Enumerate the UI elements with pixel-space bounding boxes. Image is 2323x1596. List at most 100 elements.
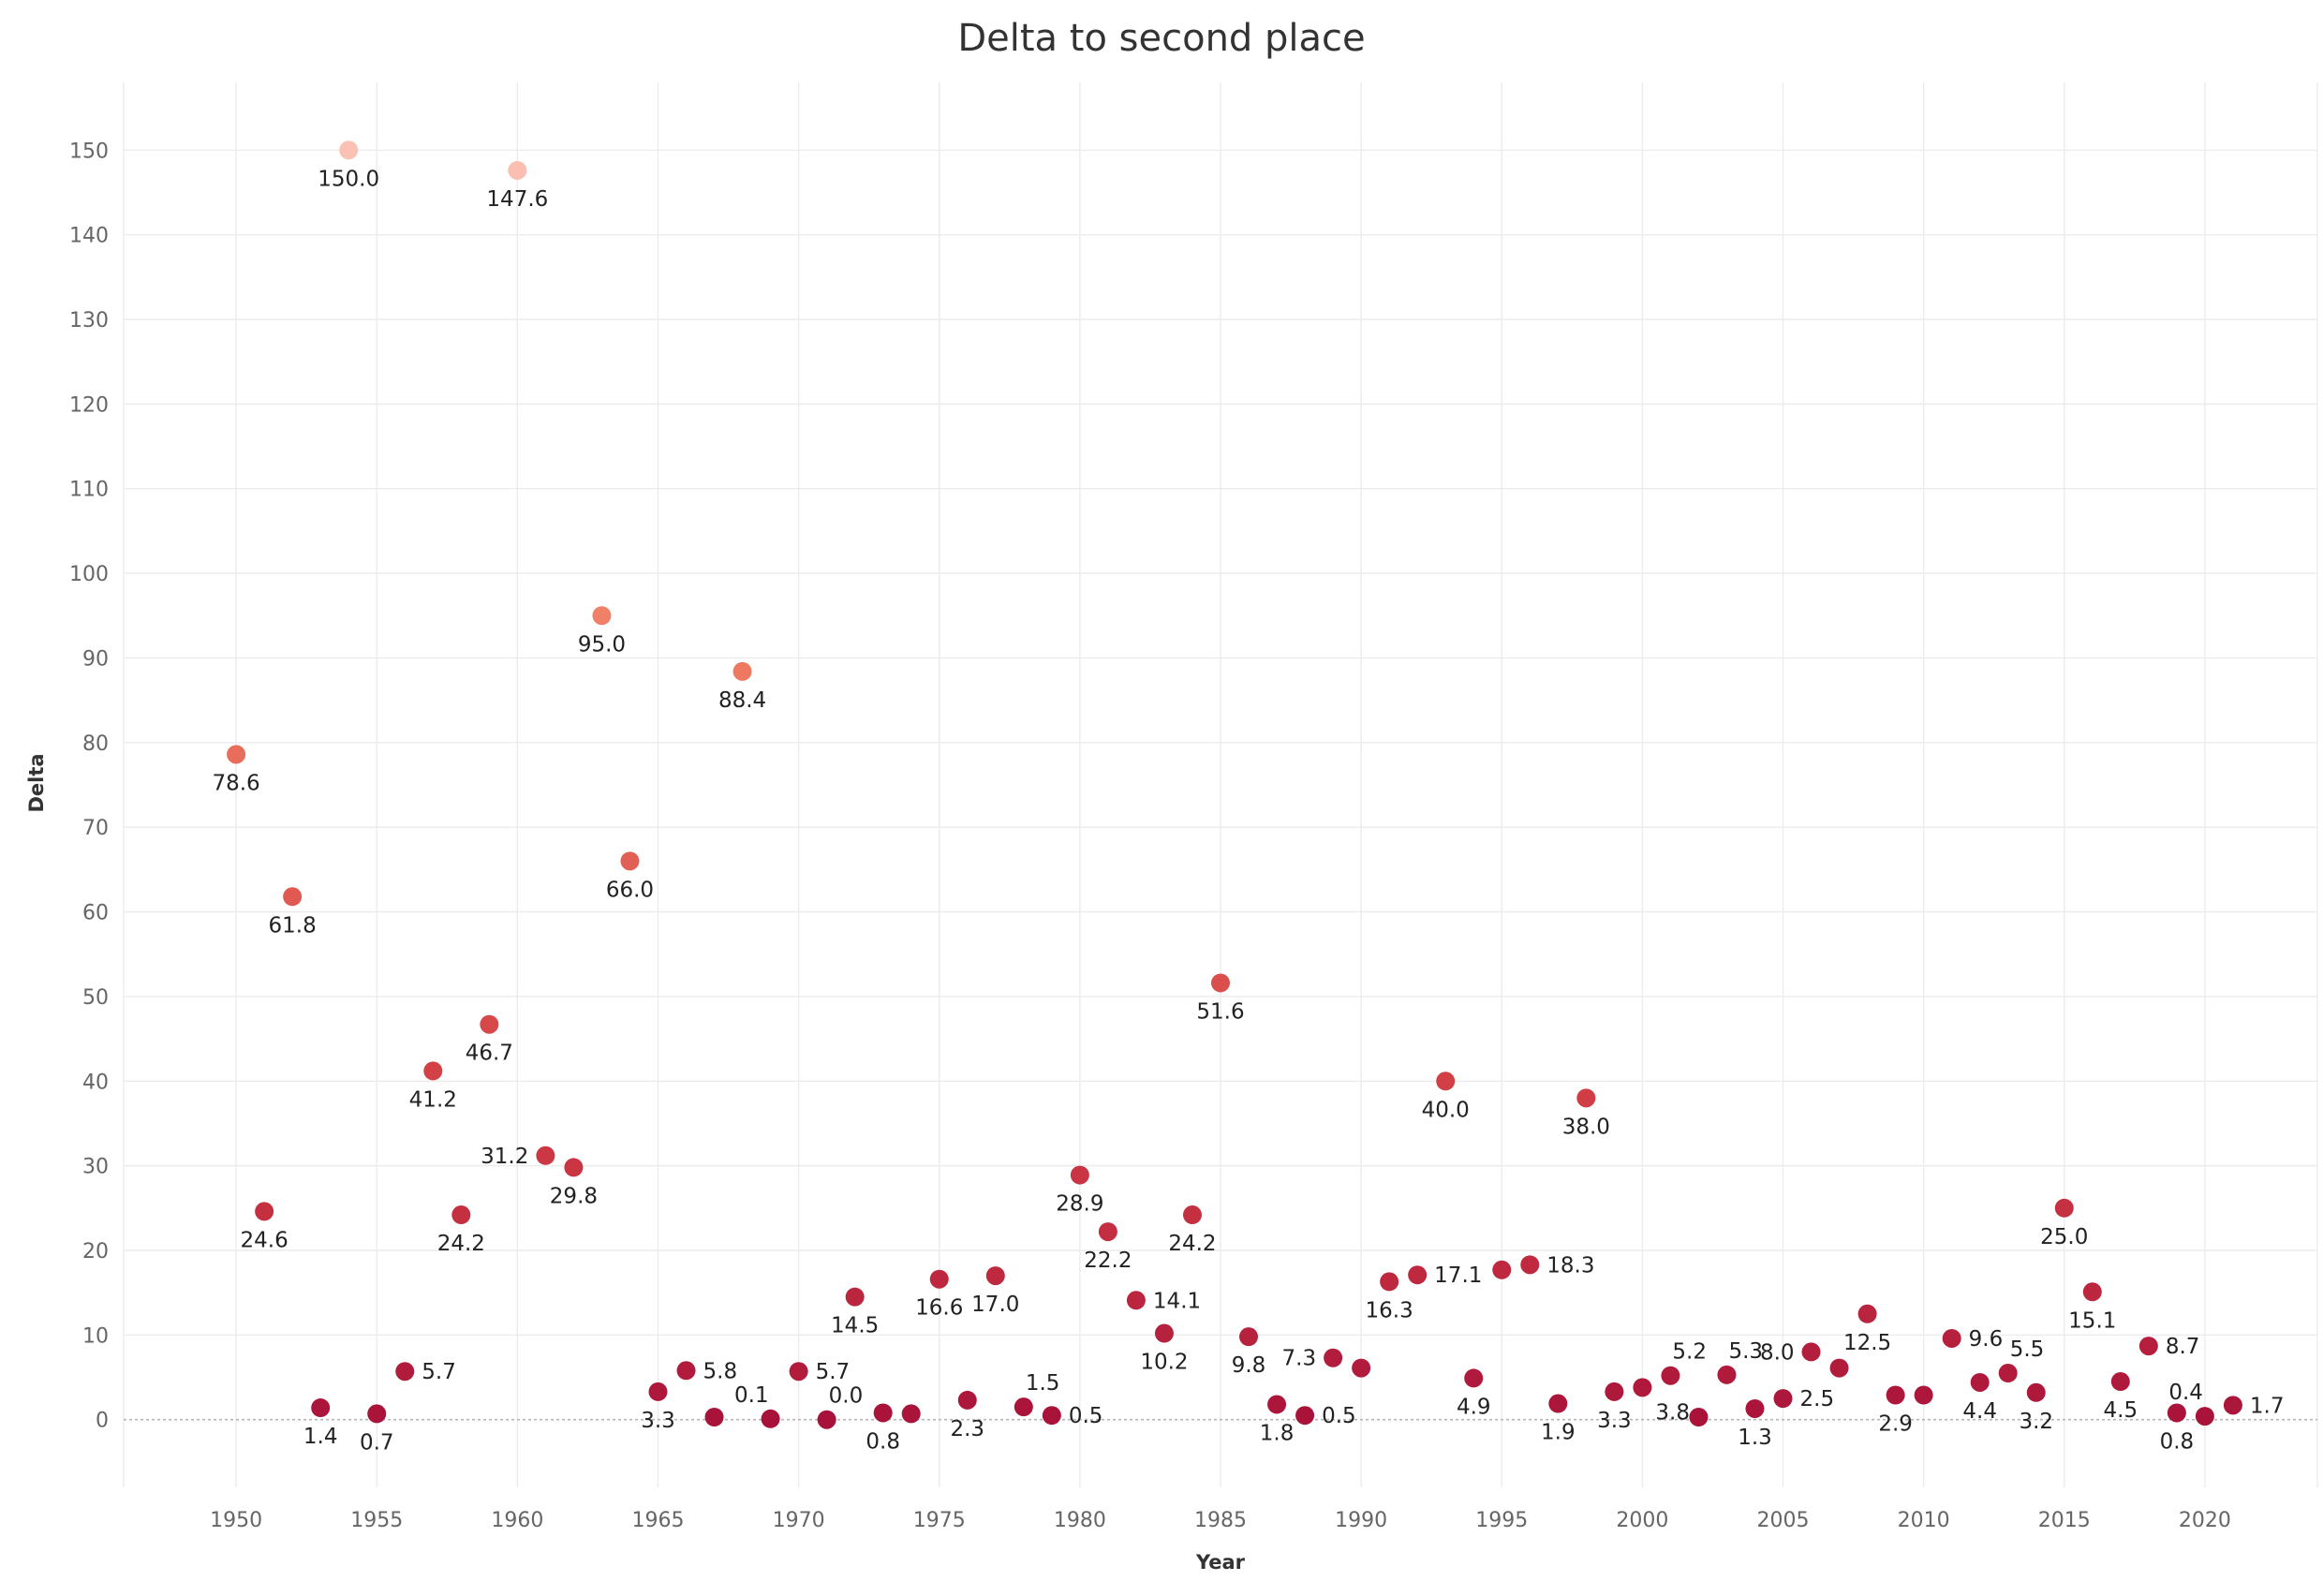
data-point[interactable] — [1970, 1372, 1990, 1392]
data-point[interactable] — [1886, 1385, 1905, 1405]
data-label: 14.1 — [1153, 1289, 1201, 1313]
data-label: 14.5 — [831, 1314, 879, 1338]
data-point[interactable] — [1829, 1358, 1849, 1378]
data-label: 4.4 — [1962, 1399, 1997, 1424]
data-point[interactable] — [873, 1403, 893, 1423]
data-point[interactable] — [1773, 1389, 1793, 1409]
data-point[interactable] — [1098, 1222, 1117, 1242]
data-point[interactable] — [845, 1287, 865, 1307]
data-point[interactable] — [2195, 1407, 2214, 1426]
data-point[interactable] — [1182, 1205, 1202, 1225]
data-label: 3.3 — [641, 1409, 675, 1433]
data-label: 5.7 — [816, 1360, 851, 1384]
data-point[interactable] — [929, 1269, 949, 1289]
data-point[interactable] — [480, 1014, 499, 1034]
data-label: 4.9 — [1457, 1395, 1491, 1419]
y-axis-title: Delta — [25, 753, 48, 812]
data-label: 46.7 — [466, 1042, 513, 1066]
data-label: 78.6 — [212, 771, 259, 795]
data-point[interactable] — [761, 1409, 780, 1428]
data-points — [227, 140, 2242, 1429]
data-point[interactable] — [985, 1266, 1005, 1286]
data-point[interactable] — [1520, 1255, 1540, 1275]
data-label: 16.6 — [915, 1296, 963, 1321]
data-point[interactable] — [732, 661, 752, 681]
data-point[interactable] — [2054, 1198, 2074, 1218]
data-point[interactable] — [1914, 1385, 1933, 1405]
data-point[interactable] — [2026, 1382, 2046, 1402]
data-point[interactable] — [620, 851, 640, 871]
data-point[interactable] — [311, 1398, 331, 1418]
data-point[interactable] — [901, 1404, 921, 1424]
data-label: 41.2 — [409, 1087, 457, 1112]
data-point[interactable] — [1436, 1071, 1456, 1091]
data-label: 9.6 — [1969, 1327, 2004, 1352]
data-point[interactable] — [2110, 1372, 2130, 1392]
data-point[interactable] — [367, 1404, 387, 1424]
data-point[interactable] — [817, 1410, 836, 1429]
data-point[interactable] — [1352, 1358, 1371, 1378]
data-label: 38.0 — [1562, 1115, 1610, 1139]
data-point[interactable] — [1717, 1365, 1737, 1384]
data-label: 147.6 — [486, 187, 548, 212]
data-point[interactable] — [1464, 1368, 1484, 1388]
data-point[interactable] — [255, 1202, 274, 1221]
data-point[interactable] — [1042, 1406, 1061, 1426]
data-point[interactable] — [339, 140, 359, 160]
data-point[interactable] — [1745, 1398, 1765, 1418]
data-point[interactable] — [1267, 1395, 1287, 1414]
data-point[interactable] — [1689, 1408, 1709, 1426]
data-point[interactable] — [283, 887, 303, 907]
data-point[interactable] — [536, 1145, 555, 1165]
data-label: 10.2 — [1140, 1351, 1188, 1375]
data-point[interactable] — [1633, 1378, 1652, 1397]
data-point[interactable] — [1154, 1323, 1174, 1343]
data-point[interactable] — [789, 1362, 808, 1382]
data-label: 1.9 — [1541, 1421, 1576, 1445]
data-point[interactable] — [676, 1361, 696, 1381]
x-tick-label: 1970 — [773, 1509, 825, 1532]
data-point[interactable] — [1380, 1272, 1399, 1292]
data-point[interactable] — [1801, 1342, 1821, 1362]
data-label: 1.3 — [1738, 1426, 1772, 1450]
data-point[interactable] — [648, 1382, 668, 1401]
data-point[interactable] — [2223, 1396, 2242, 1415]
x-tick-label: 1965 — [631, 1509, 684, 1532]
data-point[interactable] — [704, 1408, 724, 1426]
data-point[interactable] — [1408, 1265, 1428, 1285]
data-point[interactable] — [1014, 1397, 1033, 1417]
data-point[interactable] — [451, 1205, 471, 1225]
data-point[interactable] — [957, 1390, 977, 1410]
data-point[interactable] — [1605, 1382, 1624, 1401]
data-point[interactable] — [508, 160, 527, 180]
data-point[interactable] — [1239, 1327, 1259, 1347]
data-point[interactable] — [423, 1061, 443, 1081]
data-point[interactable] — [2082, 1282, 2102, 1302]
data-point[interactable] — [1548, 1394, 1568, 1413]
data-label: 0.5 — [1069, 1404, 1103, 1428]
data-point[interactable] — [2167, 1403, 2186, 1423]
data-point[interactable] — [1942, 1328, 1961, 1348]
data-point[interactable] — [1998, 1364, 2018, 1383]
data-point[interactable] — [1857, 1304, 1877, 1323]
data-point[interactable] — [592, 606, 612, 626]
data-label: 29.8 — [550, 1184, 598, 1208]
data-point[interactable] — [1295, 1406, 1315, 1426]
data-label: 1.5 — [1026, 1371, 1060, 1396]
data-point[interactable] — [1661, 1366, 1680, 1385]
data-point[interactable] — [395, 1362, 415, 1382]
data-point[interactable] — [227, 745, 246, 764]
data-label: 15.1 — [2068, 1308, 2116, 1333]
data-point[interactable] — [2138, 1337, 2158, 1356]
data-point[interactable] — [1126, 1291, 1146, 1310]
data-point[interactable] — [1492, 1260, 1512, 1279]
data-point[interactable] — [1211, 973, 1230, 993]
data-label: 61.8 — [269, 913, 317, 938]
data-point[interactable] — [1070, 1165, 1089, 1185]
data-label: 95.0 — [578, 632, 626, 657]
data-label: 0.0 — [829, 1384, 864, 1409]
x-tick-label: 1955 — [350, 1509, 403, 1532]
data-point[interactable] — [564, 1158, 584, 1177]
data-point[interactable] — [1576, 1088, 1596, 1108]
data-point[interactable] — [1324, 1348, 1343, 1367]
